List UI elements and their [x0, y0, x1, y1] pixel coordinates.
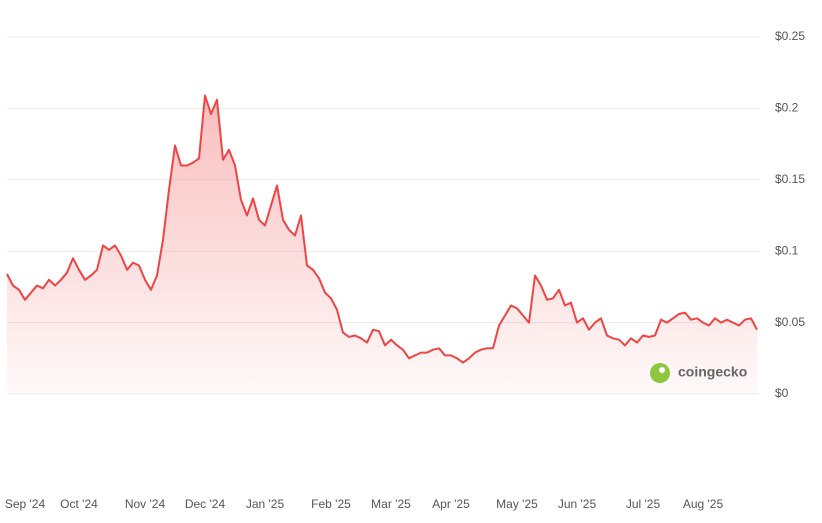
x-tick-label: Dec '24 [185, 497, 226, 511]
y-tick-label: $0.15 [775, 172, 805, 186]
x-tick-label: Jan '25 [246, 497, 285, 511]
x-tick-label: Jul '25 [626, 497, 661, 511]
x-tick-label: May '25 [496, 497, 538, 511]
x-tick-label: Apr '25 [432, 497, 470, 511]
watermark-text: coingecko [678, 364, 747, 380]
logo-icon [650, 363, 670, 383]
x-tick-label: Aug '25 [683, 497, 724, 511]
price-line [6, 94, 758, 364]
x-tick-label: Sep '24 [5, 497, 46, 511]
y-tick-label: $0.2 [775, 101, 799, 115]
watermark-logo [650, 363, 670, 383]
x-tick-label: Oct '24 [60, 497, 98, 511]
y-tick-label: $0 [775, 386, 789, 400]
logo-eye [659, 367, 665, 373]
x-tick-label: Nov '24 [125, 497, 166, 511]
x-tick-label: Feb '25 [311, 497, 351, 511]
x-tick-label: Mar '25 [371, 497, 411, 511]
y-tick-label: $0.1 [775, 243, 799, 257]
x-tick-label: Jun '25 [558, 497, 597, 511]
y-tick-label: $0.25 [775, 29, 805, 43]
area-fill [7, 95, 757, 394]
y-tick-label: $0.05 [775, 315, 805, 329]
